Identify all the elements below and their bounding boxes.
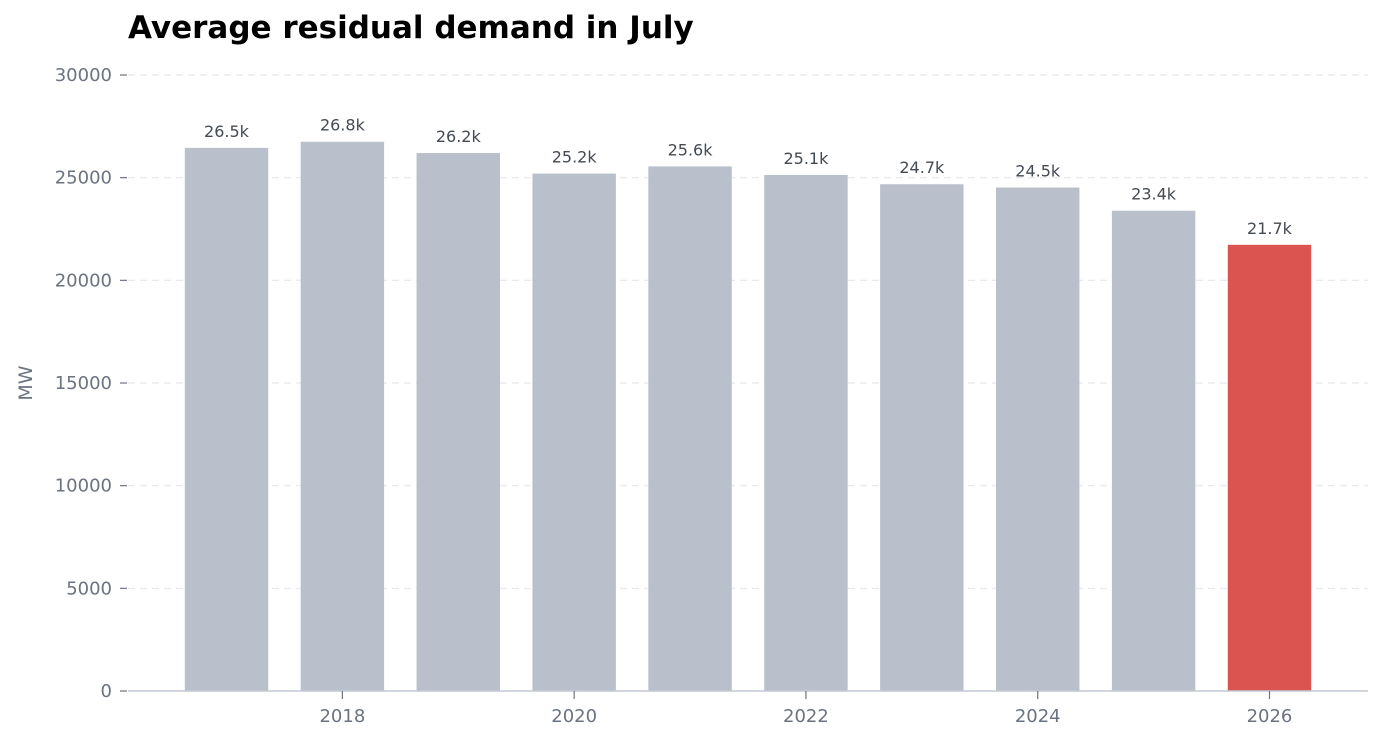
data-label-2023: 24.7k (899, 158, 945, 177)
y-tick-label: 30000 (55, 65, 112, 86)
bar-2019 (416, 153, 500, 691)
bar-2024 (996, 187, 1080, 692)
data-label-2017: 26.5k (204, 122, 250, 141)
bar-2020 (532, 173, 616, 691)
data-labels: 26.5k 26.8k 26.2k 25.2k 25.6k 25.1k 24.7k 24.5k… (204, 116, 1293, 238)
bar-2017 (184, 147, 269, 692)
data-label-2022: 25.1k (783, 149, 829, 168)
y-tick-label: 25000 (55, 168, 112, 189)
y-tick-label: 0 (101, 681, 112, 702)
y-tick-label: 15000 (55, 373, 112, 394)
bar-2026 (1227, 244, 1312, 691)
data-label-2025: 23.4k (1131, 185, 1177, 204)
y-axis-label: MW (15, 365, 37, 400)
data-label-2019: 26.2k (436, 127, 482, 146)
y-tick-label: 5000 (66, 578, 112, 599)
data-label-2018: 26.8k (320, 116, 366, 135)
axes: 0 5000 10000 15000 20000 25000 30000 2018 2020 20… (55, 65, 1368, 727)
bar-2025 (1111, 210, 1196, 691)
x-tick-label: 2020 (551, 706, 597, 727)
x-tick-label: 2022 (783, 706, 829, 727)
bars (184, 141, 1312, 692)
data-label-2020: 25.2k (552, 148, 598, 167)
data-label-2026: 21.7k (1247, 219, 1293, 238)
bar-2021 (648, 166, 732, 691)
y-tick-label: 10000 (55, 476, 112, 497)
bar-2023 (880, 184, 964, 691)
chart-title: Average residual demand in July (128, 10, 694, 46)
data-label-2021: 25.6k (668, 140, 714, 159)
bar-2022 (764, 174, 848, 692)
x-tick-label: 2026 (1247, 706, 1293, 727)
x-tick-label: 2024 (1015, 706, 1061, 727)
data-label-2024: 24.5k (1015, 162, 1061, 181)
bar-2018 (300, 141, 385, 691)
x-tick-label: 2018 (319, 706, 365, 727)
y-tick-label: 20000 (55, 270, 112, 291)
